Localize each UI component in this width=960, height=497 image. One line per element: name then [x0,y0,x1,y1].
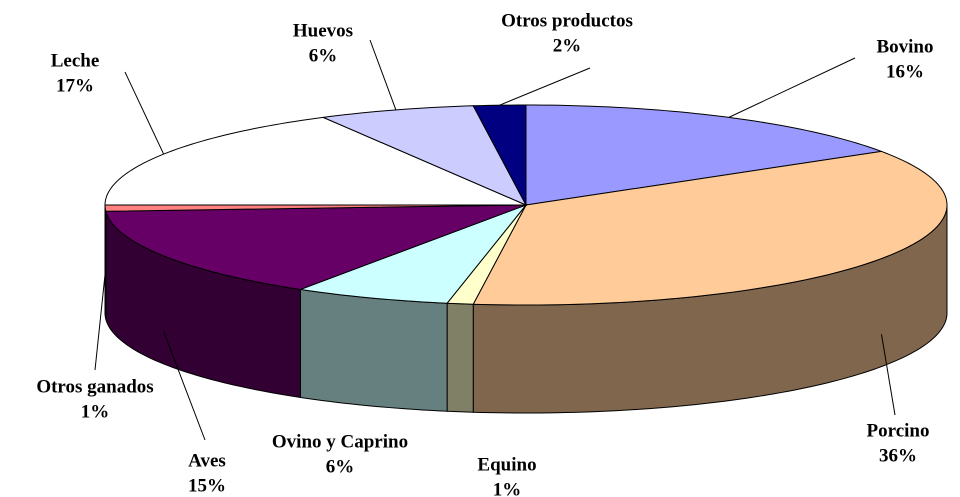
leader-line [369,39,397,111]
slice-value-label: 36% [879,445,917,466]
slice-side [299,288,448,412]
slice [472,150,948,306]
leader-line [163,331,206,441]
leader-line [499,67,591,106]
slice [525,104,882,206]
slice-value-label: 6% [326,456,355,477]
slice-label: Porcino [867,420,930,441]
slice-label: Otros ganados [36,376,153,397]
leader-line [94,272,106,371]
slice-side [446,302,474,413]
slice-value-label: 6% [309,45,338,66]
slice-label: Ovino y Caprino [272,431,408,452]
slice-value-label: 1% [81,401,110,422]
slice [300,203,528,304]
slice [104,116,527,206]
slice [105,204,527,290]
leader-line [880,334,896,416]
slice-label: Equino [477,454,536,475]
slice-side [104,204,107,320]
leader-line [124,71,165,155]
leader-line [728,57,856,118]
slice-label: Leche [51,50,100,71]
slice-label: Bovino [876,36,933,57]
slice [472,104,527,206]
slice-value-label: 16% [886,61,924,82]
slice-label: Aves [188,450,226,471]
slice [321,105,528,207]
slice-value-label: 2% [553,35,582,56]
slice-label: Otros productos [501,10,633,31]
slice-value-label: 1% [493,479,522,497]
slice-label: Huevos [293,20,353,41]
slice-value-label: 15% [188,475,226,496]
slice-value-label: 17% [56,75,94,96]
